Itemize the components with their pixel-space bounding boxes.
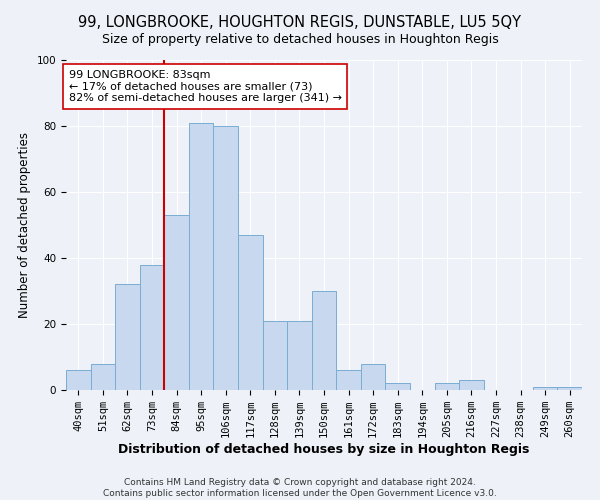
Bar (557, 386, 582, 390)
Bar (459, 380, 484, 390)
Bar (434, 384, 459, 390)
Bar (115, 284, 140, 390)
Y-axis label: Number of detached properties: Number of detached properties (18, 132, 31, 318)
Text: Contains HM Land Registry data © Crown copyright and database right 2024.
Contai: Contains HM Land Registry data © Crown c… (103, 478, 497, 498)
Bar (336, 370, 361, 390)
Bar (91, 364, 115, 390)
Bar (287, 320, 312, 390)
Bar (238, 235, 263, 390)
Bar (140, 264, 164, 390)
Text: Size of property relative to detached houses in Houghton Regis: Size of property relative to detached ho… (101, 32, 499, 46)
Bar (189, 122, 214, 390)
Bar (312, 291, 336, 390)
Bar (385, 384, 410, 390)
X-axis label: Distribution of detached houses by size in Houghton Regis: Distribution of detached houses by size … (118, 443, 530, 456)
Bar (263, 320, 287, 390)
Bar (214, 126, 238, 390)
Bar (361, 364, 385, 390)
Bar (66, 370, 91, 390)
Bar (533, 386, 557, 390)
Text: 99, LONGBROOKE, HOUGHTON REGIS, DUNSTABLE, LU5 5QY: 99, LONGBROOKE, HOUGHTON REGIS, DUNSTABL… (79, 15, 521, 30)
Text: 99 LONGBROOKE: 83sqm
← 17% of detached houses are smaller (73)
82% of semi-detac: 99 LONGBROOKE: 83sqm ← 17% of detached h… (68, 70, 341, 103)
Bar (164, 215, 189, 390)
